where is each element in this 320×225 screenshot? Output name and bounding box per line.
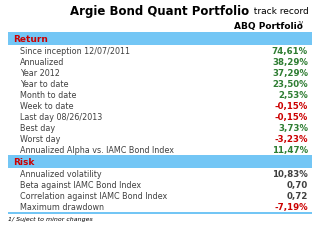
Text: Week to date: Week to date — [20, 101, 74, 110]
Text: 1/: 1/ — [297, 20, 303, 25]
Text: Argie Bond Quant Portfolio: Argie Bond Quant Portfolio — [70, 4, 250, 17]
Text: 1/ Suject to minor changes: 1/ Suject to minor changes — [8, 216, 93, 221]
Bar — [8, 33, 312, 46]
Text: -7,19%: -7,19% — [274, 202, 308, 211]
Text: -0,15%: -0,15% — [275, 112, 308, 122]
Text: Last day 08/26/2013: Last day 08/26/2013 — [20, 112, 102, 122]
Text: Return: Return — [13, 35, 48, 44]
Text: Worst day: Worst day — [20, 134, 60, 143]
Bar — [8, 155, 312, 168]
Text: 2,53%: 2,53% — [278, 91, 308, 99]
Text: Maximum drawdown: Maximum drawdown — [20, 202, 104, 211]
Bar — [8, 212, 312, 214]
Text: Year to date: Year to date — [20, 80, 68, 89]
Text: Beta against IAMC Bond Index: Beta against IAMC Bond Index — [20, 180, 141, 189]
Text: 0,70: 0,70 — [287, 180, 308, 189]
Text: 0,72: 0,72 — [287, 191, 308, 200]
Text: 38,29%: 38,29% — [272, 58, 308, 67]
Text: track record: track record — [248, 7, 309, 16]
Text: Best day: Best day — [20, 124, 55, 132]
Text: Correlation against IAMC Bond Index: Correlation against IAMC Bond Index — [20, 191, 167, 200]
Text: ABQ Portfolio: ABQ Portfolio — [234, 21, 302, 30]
Text: -3,23%: -3,23% — [275, 134, 308, 143]
Text: -0,15%: -0,15% — [275, 101, 308, 110]
Text: Annualized Alpha vs. IAMC Bond Index: Annualized Alpha vs. IAMC Bond Index — [20, 145, 174, 154]
Text: Year 2012: Year 2012 — [20, 69, 60, 78]
Text: Annualized: Annualized — [20, 58, 64, 67]
Text: 3,73%: 3,73% — [278, 124, 308, 132]
Text: Month to date: Month to date — [20, 91, 76, 99]
Text: 74,61%: 74,61% — [272, 47, 308, 56]
Text: 37,29%: 37,29% — [272, 69, 308, 78]
Text: Since inception 12/07/2011: Since inception 12/07/2011 — [20, 47, 130, 56]
Text: Risk: Risk — [13, 157, 34, 166]
Text: 11,47%: 11,47% — [272, 145, 308, 154]
Text: Annualized volatility: Annualized volatility — [20, 169, 102, 178]
Text: 10,83%: 10,83% — [272, 169, 308, 178]
Text: 23,50%: 23,50% — [272, 80, 308, 89]
